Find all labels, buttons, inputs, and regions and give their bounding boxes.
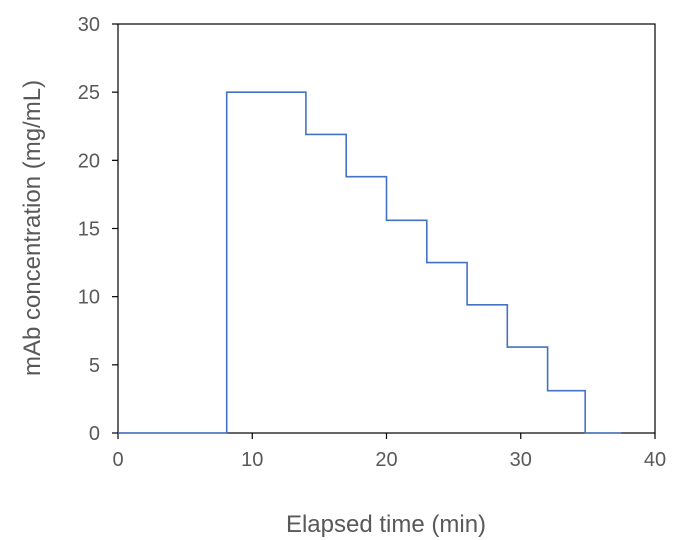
x-tick-label: 20 [375, 449, 397, 471]
y-tick-label: 0 [89, 423, 100, 445]
y-tick-labels: 0 5 10 15 20 25 30 [78, 14, 100, 445]
x-tick-label: 10 [241, 449, 263, 471]
x-tick-labels: 0 10 20 30 40 [112, 449, 666, 471]
plot-area-frame [117, 23, 656, 434]
x-tick-label: 40 [644, 449, 666, 471]
series-layer [118, 91, 622, 434]
y-tick-label: 15 [78, 219, 100, 241]
y-ticks [112, 23, 118, 434]
x-ticks [117, 433, 656, 439]
y-tick-label: 20 [78, 150, 100, 172]
x-axis-label: Elapsed time (min) [286, 511, 486, 538]
x-tick-label: 30 [510, 449, 532, 471]
x-tick-label: 0 [112, 449, 123, 471]
y-tick-label: 10 [78, 287, 100, 309]
y-tick-label: 5 [89, 355, 100, 377]
y-tick-label: 30 [78, 14, 100, 36]
y-tick-label: 25 [78, 82, 100, 104]
series-line-0 [118, 91, 622, 434]
y-axis-label: mAb concentration (mg/mL) [19, 80, 46, 376]
